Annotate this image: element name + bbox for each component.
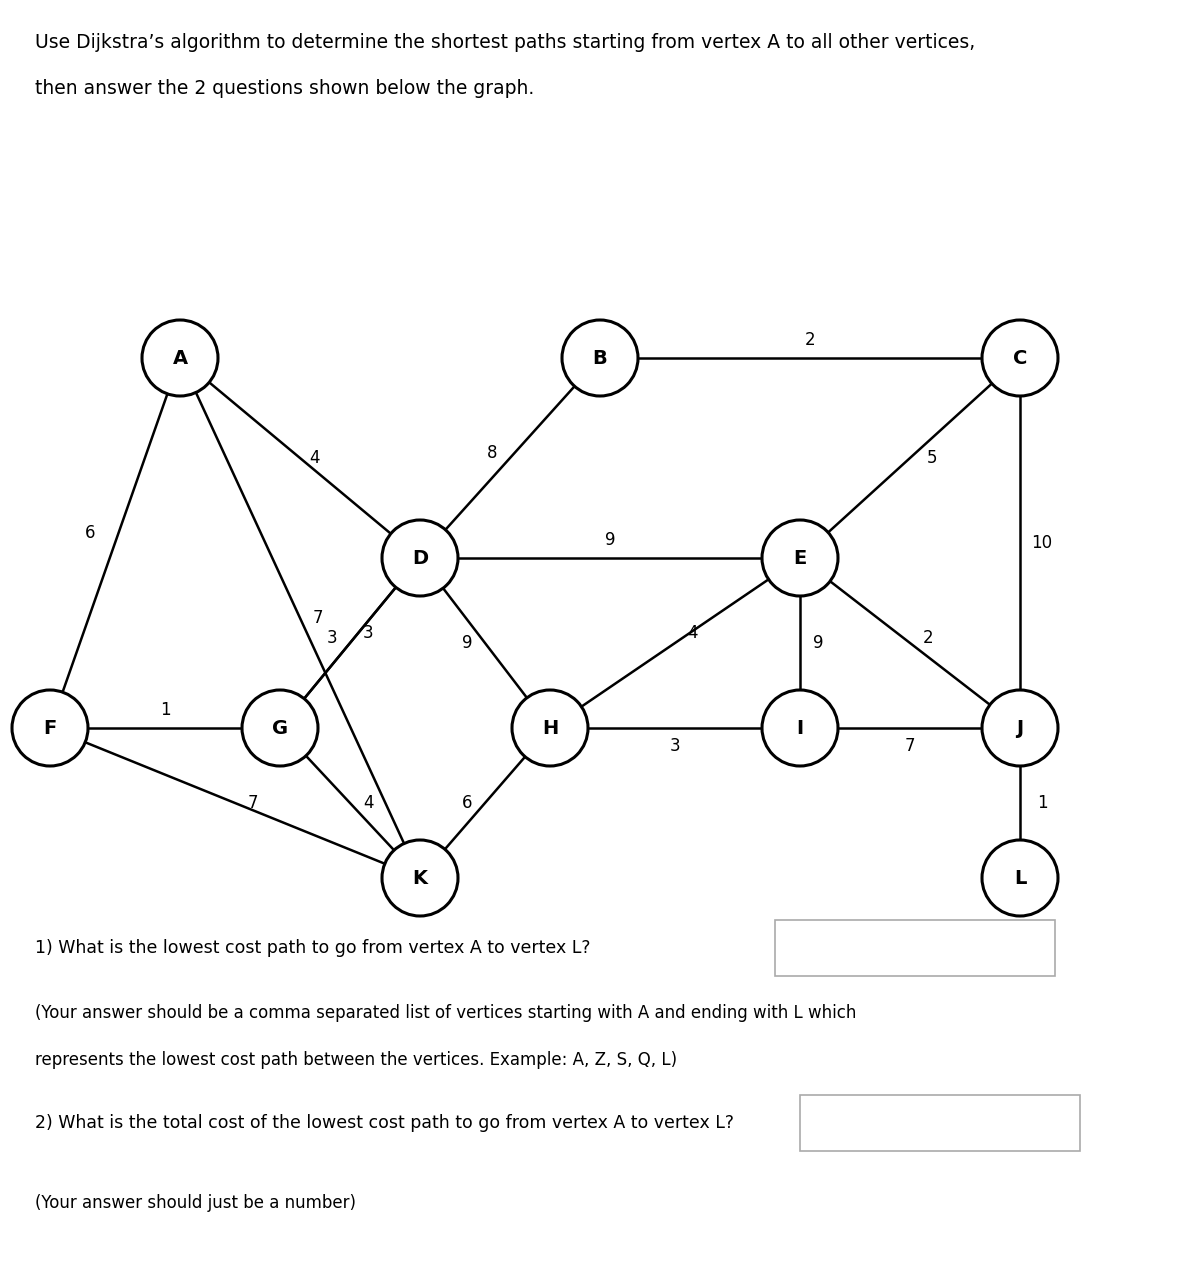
Text: J: J <box>1016 718 1024 737</box>
FancyBboxPatch shape <box>775 920 1055 976</box>
Text: represents the lowest cost path between the vertices. Example: A, Z, S, Q, L): represents the lowest cost path between … <box>35 1051 677 1068</box>
Circle shape <box>762 690 838 766</box>
Text: 1) What is the lowest cost path to go from vertex A to vertex L?: 1) What is the lowest cost path to go fr… <box>35 939 590 957</box>
Text: B: B <box>593 349 607 368</box>
Text: 6: 6 <box>85 524 95 542</box>
Text: G: G <box>272 718 288 737</box>
Text: L: L <box>1014 869 1026 887</box>
Text: E: E <box>793 548 806 567</box>
Text: 2: 2 <box>923 629 934 647</box>
Circle shape <box>762 520 838 596</box>
Text: 6: 6 <box>462 794 473 812</box>
Text: 8: 8 <box>487 443 497 463</box>
FancyBboxPatch shape <box>800 1095 1080 1151</box>
Text: D: D <box>412 548 428 567</box>
Text: 7: 7 <box>313 610 323 627</box>
Text: 9: 9 <box>812 634 823 652</box>
Text: 2) What is the total cost of the lowest cost path to go from vertex A to vertex : 2) What is the total cost of the lowest … <box>35 1114 734 1132</box>
Text: 5: 5 <box>926 449 937 466</box>
Text: 1: 1 <box>1037 794 1048 812</box>
Text: K: K <box>413 869 427 887</box>
Text: 2: 2 <box>805 331 815 349</box>
Circle shape <box>982 320 1058 396</box>
Text: 3: 3 <box>362 624 373 642</box>
Circle shape <box>982 690 1058 766</box>
Text: (Your answer should just be a number): (Your answer should just be a number) <box>35 1194 356 1212</box>
Text: Use Dijkstra’s algorithm to determine the shortest paths starting from vertex A : Use Dijkstra’s algorithm to determine th… <box>35 33 976 52</box>
Text: C: C <box>1013 349 1027 368</box>
Text: 3: 3 <box>326 629 337 647</box>
Circle shape <box>562 320 638 396</box>
Circle shape <box>982 840 1058 916</box>
Text: A: A <box>173 349 187 368</box>
Text: 3: 3 <box>670 737 680 755</box>
Text: (Your answer should be a comma separated list of vertices starting with A and en: (Your answer should be a comma separated… <box>35 1005 857 1022</box>
Text: H: H <box>542 718 558 737</box>
Text: 9: 9 <box>462 634 473 652</box>
Text: 4: 4 <box>310 449 320 466</box>
Text: F: F <box>43 718 56 737</box>
Text: 1: 1 <box>160 702 170 720</box>
Text: I: I <box>797 718 804 737</box>
Text: 9: 9 <box>605 530 616 550</box>
Circle shape <box>512 690 588 766</box>
Text: 4: 4 <box>688 624 698 642</box>
Text: 7: 7 <box>247 794 258 812</box>
Text: 7: 7 <box>905 737 916 755</box>
Circle shape <box>382 840 458 916</box>
Circle shape <box>242 690 318 766</box>
Circle shape <box>12 690 88 766</box>
Circle shape <box>142 320 218 396</box>
Text: 10: 10 <box>1032 534 1052 552</box>
Text: 4: 4 <box>362 794 373 812</box>
Text: then answer the 2 questions shown below the graph.: then answer the 2 questions shown below … <box>35 78 534 97</box>
Circle shape <box>382 520 458 596</box>
